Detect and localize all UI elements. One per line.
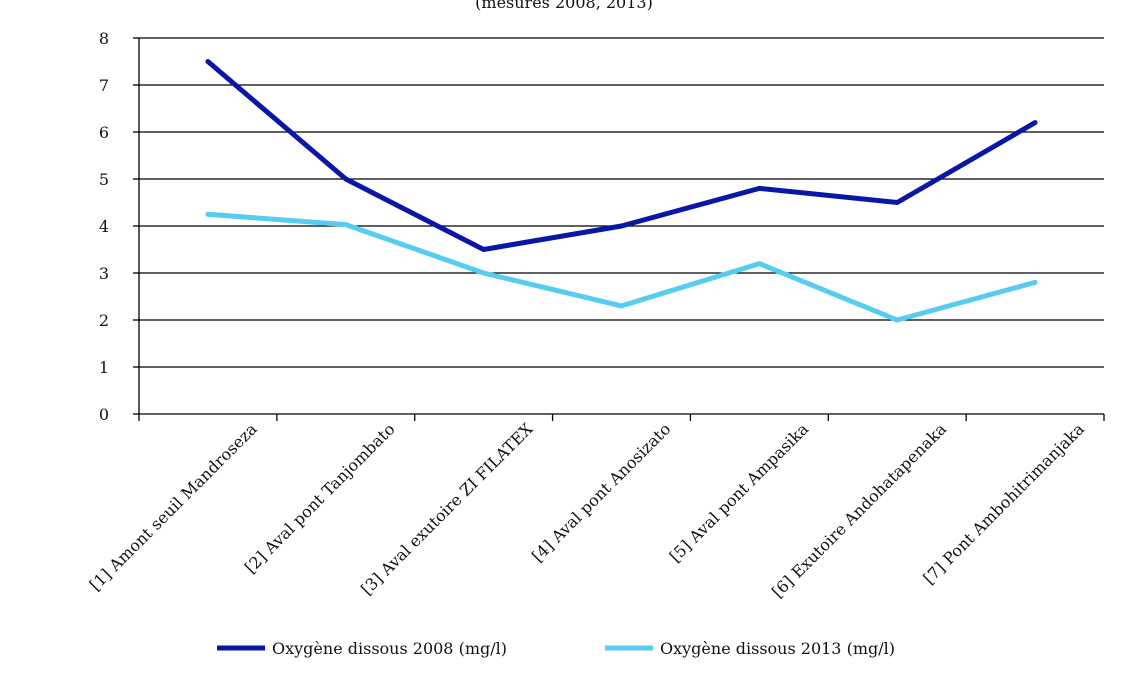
y-tick-label: 4 xyxy=(99,217,109,236)
x-category-label: [7] Pont Ambohitrimanjaka xyxy=(919,419,1088,588)
legend: Oxygène dissous 2008 (mg/l) Oxygène disso… xyxy=(217,639,895,658)
x-axis-labels: [1] Amont seuil Mandroseza[2] Aval pont … xyxy=(86,419,1089,601)
y-tick-label: 6 xyxy=(99,123,109,142)
y-tick-label: 2 xyxy=(99,311,109,330)
x-category-label: [5] Aval pont Ampasika xyxy=(666,419,813,566)
y-tick-label: 1 xyxy=(99,358,109,377)
y-tick-label: 7 xyxy=(99,76,109,95)
legend-label-1: Oxygène dissous 2008 (mg/l) xyxy=(272,639,507,658)
y-tick-label: 0 xyxy=(99,405,109,424)
y-tick-label: 8 xyxy=(99,29,109,48)
x-category-label: [2] Aval pont Tanjombato xyxy=(241,419,399,577)
series-line-2 xyxy=(205,211,1038,323)
series-line-1 xyxy=(205,59,1038,252)
series-lines xyxy=(205,59,1038,323)
axes xyxy=(138,38,1105,421)
y-axis-ticks: 0 1 2 3 4 5 6 7 8 xyxy=(99,29,139,424)
clipped-title: (mesures 2008, 2013) xyxy=(475,0,653,12)
x-category-label: [1] Amont seuil Mandroseza xyxy=(86,419,261,594)
y-tick-label: 5 xyxy=(99,170,109,189)
y-tick-label: 3 xyxy=(99,264,109,283)
gridlines xyxy=(139,37,1104,368)
x-category-label: [4] Aval pont Anosizato xyxy=(528,419,674,565)
legend-label-2: Oxygène dissous 2013 (mg/l) xyxy=(660,639,895,658)
